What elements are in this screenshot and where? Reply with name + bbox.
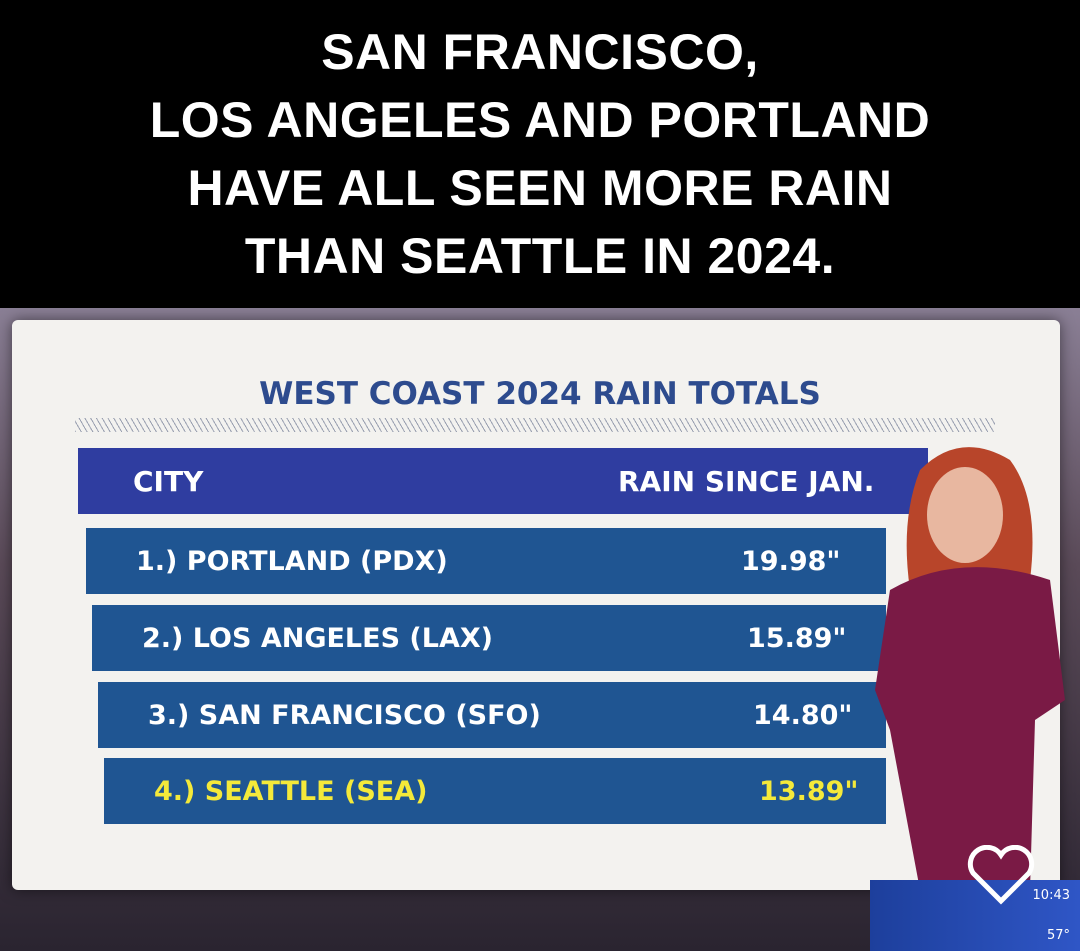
board-title: WEST COAST 2024 RAIN TOTALS <box>259 376 821 412</box>
hatch-line <box>75 418 995 432</box>
table-row: 2.) LOS ANGELES (LAX) 15.89" <box>92 605 886 671</box>
caption-line: SAN FRANCISCO, <box>321 24 759 80</box>
table-row: 1.) PORTLAND (PDX) 19.98" <box>86 528 886 594</box>
like-icon[interactable] <box>965 845 1037 907</box>
rain-cell: 19.98" <box>741 546 841 577</box>
rain-cell: 15.89" <box>747 623 847 654</box>
caption-line: HAVE ALL SEEN MORE RAIN <box>187 160 893 216</box>
city-cell: 3.) SAN FRANCISCO (SFO) <box>148 700 541 731</box>
rain-cell: 13.89" <box>759 776 859 807</box>
caption-line: THAN SEATTLE IN 2024. <box>244 228 836 284</box>
caption-line: LOS ANGELES AND PORTLAND <box>149 92 931 148</box>
presenter <box>875 447 1065 890</box>
header-cell: CITY <box>133 465 204 498</box>
city-cell: 1.) PORTLAND (PDX) <box>136 546 448 577</box>
header-cell: RAIN SINCE JAN. <box>618 465 875 498</box>
caption: SAN FRANCISCO, LOS ANGELES AND PORTLAND HA… <box>0 0 1080 308</box>
table-row: 3.) SAN FRANCISCO (SFO) 14.80" <box>98 682 886 748</box>
table-header: CITY RAIN SINCE JAN. <box>78 448 928 514</box>
temperature: 57° <box>1046 928 1070 943</box>
city-cell: 4.) SEATTLE (SEA) <box>154 776 428 807</box>
table-row: 4.) SEATTLE (SEA) 13.89" <box>104 758 886 824</box>
rain-cell: 14.80" <box>753 700 853 731</box>
city-cell: 2.) LOS ANGELES (LAX) <box>142 623 494 654</box>
station-bug: 10:43 57° <box>870 880 1080 951</box>
clock: 10:43 <box>1032 888 1070 903</box>
